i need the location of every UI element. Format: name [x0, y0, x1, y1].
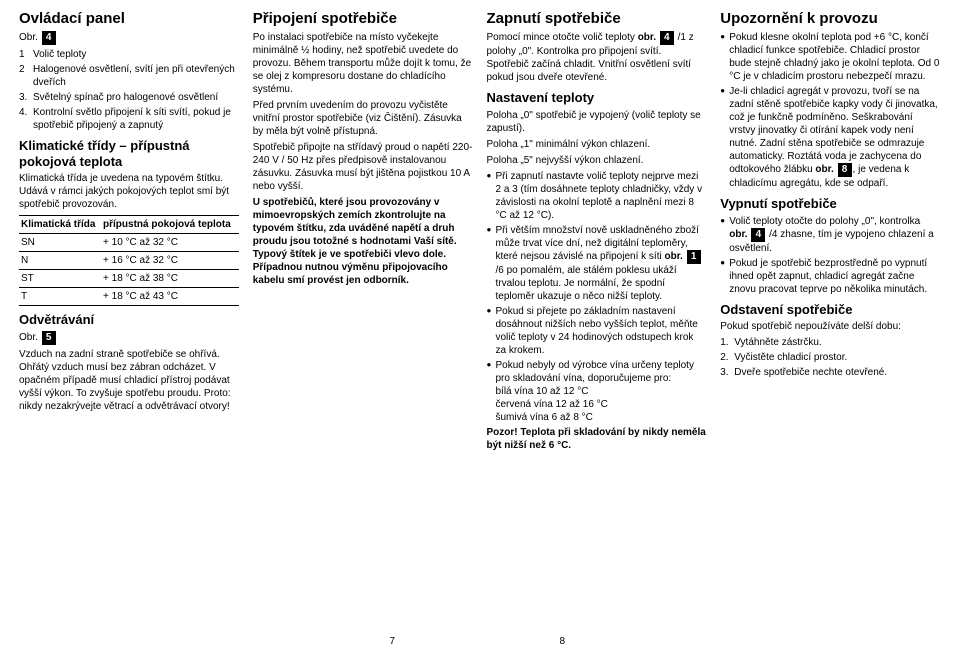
list-item: 1Volič teploty [19, 48, 239, 61]
list-item: 3.Světelný spínač pro halogenové osvětle… [19, 91, 239, 104]
page-number-right: 8 [560, 636, 566, 647]
pos-5: Poloha „5" nejvyšší výkon chlazení. [487, 154, 707, 167]
list-item: 2.Vyčistěte chladicí prostor. [720, 351, 940, 364]
list-item: 3.Dveře spotřebiče nechte otevřené. [720, 366, 940, 379]
list-item: Při zapnutí nastavte volič teploty nejpr… [487, 170, 707, 222]
table-row: ST+ 18 °C až 38 °C [19, 270, 239, 288]
switch-off-list: Volič teploty otočte do polohy „0", kont… [720, 215, 940, 296]
list-item: Pokud je spotřebič bezprostředně po vypn… [720, 257, 940, 296]
list-item: Je-li chladicí agregát v provozu, tvoří … [720, 85, 940, 190]
column-4: Upozornění k provozu Pokud klesne okolní… [713, 10, 947, 645]
connection-p2: Před prvním uvedením do provozu vyčistět… [253, 99, 473, 138]
obr-5-ref: Obr. 5 [19, 331, 239, 345]
heading-switch-on: Zapnutí spotřebiče [487, 10, 707, 27]
climate-desc: Klimatická třída je uvedena na typovém š… [19, 172, 239, 211]
fig-4-box: 4 [660, 31, 674, 45]
climate-table: Klimatická třídapřípustná pokojová teplo… [19, 215, 239, 306]
ventilation-desc: Vzduch na zadní straně spotřebiče se ohř… [19, 348, 239, 413]
table-row: T+ 18 °C až 43 °C [19, 288, 239, 306]
heading-temp-setting: Nastavení teploty [487, 90, 707, 106]
list-item: 2Halogenové osvětlení, svítí jen při ote… [19, 63, 239, 89]
heading-connection: Připojení spotřebiče [253, 10, 473, 27]
decommission-list: 1.Vytáhněte zástrčku. 2.Vyčistěte chladi… [720, 336, 940, 379]
fig-5-box: 5 [42, 331, 56, 345]
control-panel-list: 1Volič teploty 2Halogenové osvětlení, sv… [19, 48, 239, 132]
fig-1-box: 1 [687, 250, 701, 264]
list-item: Při větším množství nově uskladněného zb… [487, 224, 707, 303]
list-item: 4.Kontrolní světlo připojení k síti svít… [19, 106, 239, 132]
heading-operation-notes: Upozornění k provozu [720, 10, 940, 27]
list-item: Volič teploty otočte do polohy „0", kont… [720, 215, 940, 255]
decommission-intro: Pokud spotřebič nepoužíváte delší dobu: [720, 320, 940, 333]
warning: Pozor! Teplota při skladování by nikdy n… [487, 426, 707, 452]
obr-4-ref: Obr. 4 [19, 31, 239, 45]
operation-notes-list: Pokud klesne okolní teplota pod +6 °C, k… [720, 31, 940, 190]
list-item: Pokud klesne okolní teplota pod +6 °C, k… [720, 31, 940, 83]
heading-decommission: Odstavení spotřebiče [720, 302, 940, 318]
list-item: Pokud nebyly od výrobce vína určeny tepl… [487, 359, 707, 424]
switch-on-desc: Pomocí mince otočte volič teploty obr. 4… [487, 31, 707, 84]
connection-p1: Po instalaci spotřebiče na místo vyčekej… [253, 31, 473, 96]
pos-1: Poloha „1" minimální výkon chlazení. [487, 138, 707, 151]
heading-control-panel: Ovládací panel [19, 10, 239, 27]
heading-switch-off: Vypnutí spotřebiče [720, 196, 940, 212]
fig-4-box: 4 [751, 228, 765, 242]
heading-ventilation: Odvětrávání [19, 312, 239, 328]
pos-0: Poloha „0" spotřebič je vypojený (volič … [487, 109, 707, 135]
list-item: 1.Vytáhněte zástrčku. [720, 336, 940, 349]
heading-climate-classes: Klimatické třídy – přípustná pokojová te… [19, 138, 239, 169]
table-row: SN+ 10 °C až 32 °C [19, 234, 239, 252]
column-1: Ovládací panel Obr. 4 1Volič teploty 2Ha… [12, 10, 246, 645]
table-row: Klimatická třídapřípustná pokojová teplo… [19, 216, 239, 234]
connection-p3: Spotřebič připojte na střídavý proud o n… [253, 141, 473, 193]
fig-8-box: 8 [838, 163, 852, 177]
temp-setting-list: Při zapnutí nastavte volič teploty nejpr… [487, 170, 707, 424]
column-3: Zapnutí spotřebiče Pomocí mince otočte v… [480, 10, 714, 645]
column-2: Připojení spotřebiče Po instalaci spotře… [246, 10, 480, 645]
connection-p4: U spotřebičů, které jsou provozovány v m… [253, 196, 473, 287]
list-item: Pokud si přejete po základním nastavení … [487, 305, 707, 357]
table-row: N+ 16 °C až 32 °C [19, 252, 239, 270]
fig-4-box: 4 [42, 31, 56, 45]
page-number-left: 7 [390, 636, 396, 647]
